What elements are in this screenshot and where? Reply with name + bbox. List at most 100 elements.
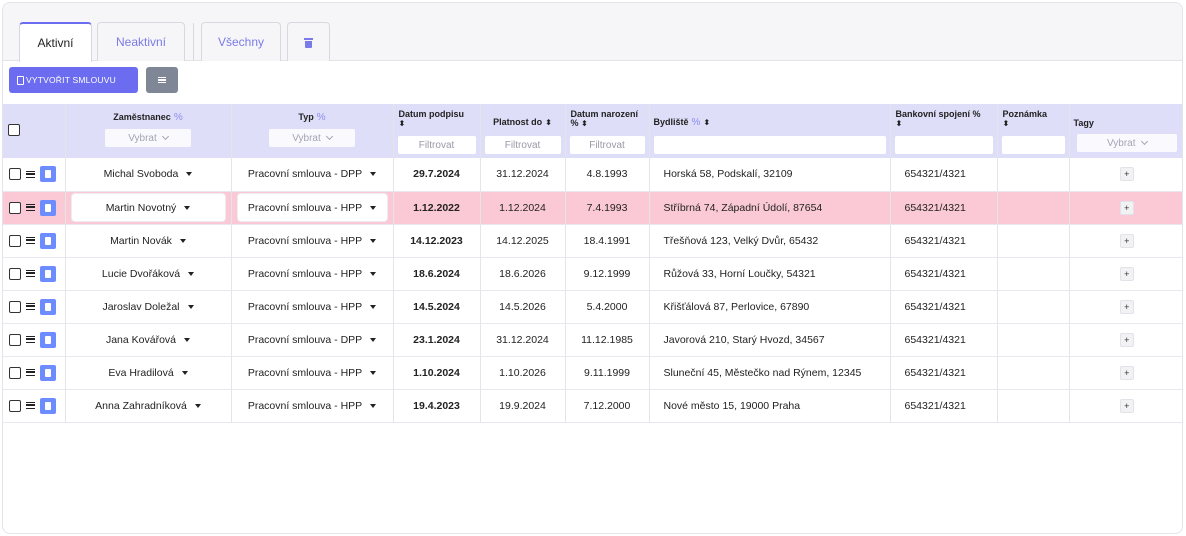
row-menu-icon[interactable] — [26, 402, 35, 409]
row-checkbox[interactable] — [9, 366, 21, 379]
row-menu-icon[interactable] — [26, 369, 35, 376]
type-dropdown[interactable]: Pracovní smlouva - HPP — [238, 260, 387, 287]
birth-date-filter[interactable]: Filtrovat — [569, 136, 645, 154]
caret-down-icon — [194, 403, 201, 408]
add-tag-button[interactable]: + — [1119, 332, 1134, 347]
row-checkbox[interactable] — [9, 399, 21, 412]
column-menu-button[interactable] — [146, 67, 178, 93]
document-button[interactable] — [40, 364, 56, 381]
add-tag-button[interactable]: + — [1119, 167, 1134, 182]
document-button[interactable] — [40, 265, 56, 282]
residence-filter[interactable] — [653, 136, 886, 154]
tags-cell: + — [1069, 257, 1182, 290]
employee-dropdown[interactable]: Jana Kovářová — [72, 326, 225, 353]
employee-dropdown[interactable]: Martin Novotný — [71, 194, 225, 221]
row-menu-icon[interactable] — [26, 237, 35, 244]
row-menu-icon[interactable] — [26, 303, 35, 310]
table-row[interactable]: Lucie Dvořáková Pracovní smlouva - HPP 18.… — [3, 257, 1182, 290]
birth-date-header-label[interactable]: Datum narození% ⬍ — [570, 109, 639, 129]
bank-header-label[interactable]: Bankovní spojení % ⬍ — [895, 109, 981, 129]
type-cell: Pracovní smlouva - HPP — [231, 356, 394, 389]
row-menu-icon[interactable] — [26, 336, 35, 343]
employee-dropdown[interactable]: Lucie Dvořáková — [72, 260, 225, 287]
table-row[interactable]: Jaroslav Doležal Pracovní smlouva - HPP 14… — [3, 290, 1182, 323]
sign-date-filter[interactable]: Filtrovat — [397, 136, 476, 154]
employee-dropdown[interactable]: Anna Zahradníková — [72, 392, 225, 419]
employee-cell: Jana Kovářová — [65, 323, 232, 356]
document-icon — [45, 401, 51, 410]
add-tag-button[interactable]: + — [1119, 233, 1134, 248]
type-dropdown[interactable]: Pracovní smlouva - DPP — [238, 326, 387, 353]
row-checkbox[interactable] — [9, 201, 21, 214]
employee-header-label[interactable]: Zaměstnanec — [113, 112, 171, 122]
table-row[interactable]: Jana Kovářová Pracovní smlouva - DPP 23.1.… — [3, 323, 1182, 356]
select-all-checkbox[interactable] — [8, 124, 20, 136]
caret-down-icon — [370, 205, 377, 210]
table-row[interactable]: Anna Zahradníková Pracovní smlouva - HPP 1… — [3, 389, 1182, 422]
type-dropdown[interactable]: Pracovní smlouva - HPP — [237, 194, 387, 221]
employee-dropdown[interactable]: Jaroslav Doležal — [72, 293, 225, 320]
residence-cell: Sluneční 45, Městečko nad Rýnem, 12345 — [649, 356, 891, 389]
document-button[interactable] — [40, 397, 56, 414]
type-dropdown[interactable]: Pracovní smlouva - HPP — [238, 392, 387, 419]
table-row[interactable]: Martin Novotný Pracovní smlouva - HPP 1.12… — [3, 191, 1182, 224]
employee-dropdown[interactable]: Michal Svoboda — [72, 161, 225, 188]
row-menu-icon[interactable] — [26, 270, 35, 277]
valid-to-header-label[interactable]: Platnost do — [493, 117, 543, 127]
type-dropdown[interactable]: Pracovní smlouva - HPP — [238, 293, 387, 320]
type-cell: Pracovní smlouva - HPP — [231, 224, 394, 257]
table-row[interactable]: Martin Novák Pracovní smlouva - HPP 14.12.… — [3, 224, 1182, 257]
row-checkbox[interactable] — [9, 267, 21, 280]
type-header-label[interactable]: Typ — [298, 112, 314, 122]
bank-cell: 654321/4321 — [890, 389, 998, 422]
tab-trash[interactable] — [287, 22, 330, 61]
tab-active[interactable]: Aktivní — [19, 22, 92, 62]
document-button[interactable] — [40, 331, 56, 348]
document-button[interactable] — [40, 199, 56, 216]
employee-dropdown[interactable]: Eva Hradilová — [72, 359, 225, 386]
row-menu-icon[interactable] — [26, 204, 35, 211]
create-contract-label: VYTVOŘIT SMLOUVU — [26, 75, 116, 85]
add-tag-button[interactable]: + — [1119, 365, 1134, 380]
tab-inactive[interactable]: Neaktivní — [97, 22, 185, 61]
row-checkbox[interactable] — [9, 234, 21, 247]
row-checkbox[interactable] — [9, 168, 21, 181]
note-cell — [997, 191, 1070, 224]
bank-filter[interactable] — [894, 136, 993, 154]
add-tag-button[interactable]: + — [1119, 266, 1134, 281]
tab-bar: Aktivní Neaktivní Všechny — [3, 3, 1182, 62]
valid-to-cell: 1.12.2024 — [480, 191, 566, 224]
add-tag-button[interactable]: + — [1119, 200, 1134, 215]
table-row[interactable]: Eva Hradilová Pracovní smlouva - HPP 1.10.… — [3, 356, 1182, 389]
sign-date-cell: 1.10.2024 — [393, 356, 481, 389]
document-button[interactable] — [40, 166, 56, 183]
valid-to-filter[interactable]: Filtrovat — [484, 136, 561, 154]
tags-select[interactable]: Vybrat — [1076, 134, 1177, 152]
type-dropdown[interactable]: Pracovní smlouva - HPP — [238, 227, 387, 254]
row-menu-icon[interactable] — [26, 170, 35, 178]
create-contract-button[interactable]: VYTVOŘIT SMLOUVU — [9, 67, 138, 93]
table-row[interactable]: Michal Svoboda Pracovní smlouva - DPP 29.7… — [3, 158, 1182, 191]
type-dropdown[interactable]: Pracovní smlouva - HPP — [238, 359, 387, 386]
add-tag-button[interactable]: + — [1119, 398, 1134, 413]
sign-date-header-label[interactable]: Datum podpisu ⬍ — [398, 109, 465, 129]
residence-header-label[interactable]: Bydliště — [653, 117, 689, 127]
tab-all[interactable]: Všechny — [201, 22, 281, 61]
employee-select[interactable]: Vybrat — [105, 129, 191, 147]
select-all-cell — [3, 104, 66, 158]
row-checkbox[interactable] — [9, 333, 21, 346]
type-select-label: Vybrat — [292, 132, 321, 144]
document-icon — [45, 170, 51, 179]
add-tag-button[interactable]: + — [1119, 299, 1134, 314]
employee-cell: Anna Zahradníková — [65, 389, 232, 422]
sort-icon: ⬍ — [545, 117, 552, 127]
row-checkbox[interactable] — [9, 300, 21, 313]
type-select[interactable]: Vybrat — [269, 129, 355, 147]
note-filter[interactable] — [1001, 136, 1065, 154]
document-button[interactable] — [40, 298, 56, 315]
document-button[interactable] — [40, 232, 56, 249]
employee-dropdown[interactable]: Martin Novák — [72, 227, 225, 254]
caret-down-icon — [188, 271, 195, 276]
note-header-label[interactable]: Poznámka ⬍ — [1002, 109, 1048, 129]
type-dropdown[interactable]: Pracovní smlouva - DPP — [238, 161, 387, 188]
